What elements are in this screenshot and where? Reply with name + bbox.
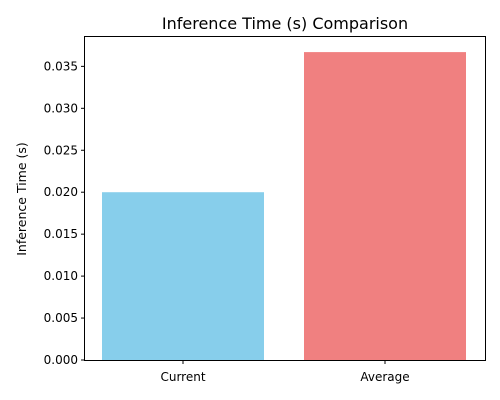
y-axis: 0.000 0.005 0.010 0.015 0.020 0.025 0.030 0.035 [44,59,85,367]
bar-average [304,52,466,361]
y-tick-label: 0.010 [44,269,78,283]
x-tick-label: Average [360,370,409,384]
y-tick-label: 0.015 [44,227,78,241]
bars-group [102,52,466,361]
y-tick-label: 0.000 [44,353,78,367]
plot-frame [84,36,486,361]
y-tick-label: 0.020 [44,185,78,199]
y-tick-label: 0.035 [44,59,78,73]
x-tick-label: Current [160,370,205,384]
bar-current [102,192,264,360]
y-axis-label: Inference Time (s) [14,142,29,256]
y-tick-label: 0.005 [44,311,78,325]
y-tick-label: 0.030 [44,101,78,115]
x-axis: Current Average [160,360,410,384]
chart-title: Inference Time (s) Comparison [162,14,408,33]
y-tick-label: 0.025 [44,143,78,157]
